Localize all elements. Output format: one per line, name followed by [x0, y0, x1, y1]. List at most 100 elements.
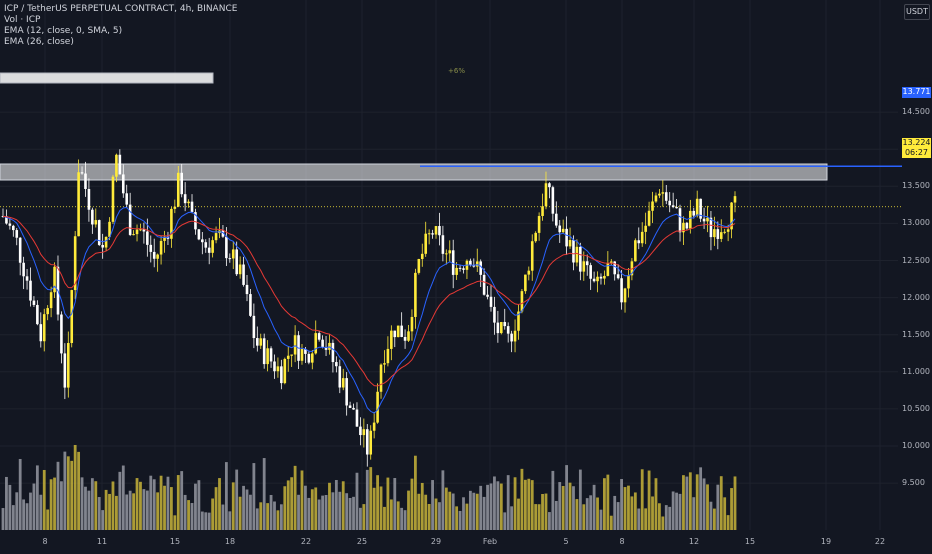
candle-body — [94, 220, 98, 225]
symbol-title[interactable]: ICP / TetherUS PERPETUAL CONTRACT, 4h, B… — [4, 4, 238, 14]
volume-bar — [651, 496, 654, 530]
price-axis-label: 10.000 — [902, 441, 930, 450]
volume-bar — [468, 490, 472, 530]
volume-bar — [18, 458, 22, 530]
volume-bar — [465, 503, 469, 530]
volume-bar — [733, 476, 737, 530]
volume-bar — [334, 479, 338, 530]
candle-body — [438, 226, 441, 236]
candle-body — [84, 173, 87, 190]
candle-body — [201, 239, 204, 243]
candle-body — [458, 267, 462, 269]
candle-body — [121, 174, 125, 194]
volume-bar — [633, 492, 637, 530]
volume-bar — [104, 489, 108, 530]
volume-bar — [97, 497, 101, 530]
candle-body — [348, 405, 352, 408]
candle-body — [582, 261, 586, 272]
candle-body — [414, 272, 417, 317]
volume-bar — [63, 451, 67, 530]
volume-bar — [420, 482, 424, 530]
candle-body — [568, 240, 572, 247]
volume-bar — [424, 494, 428, 530]
candle-body — [565, 228, 568, 247]
ema-fast-label[interactable]: EMA (12, close, 0, SMA, 5) — [4, 26, 123, 36]
candle-body — [692, 210, 696, 216]
volume-bar — [273, 501, 276, 530]
volume-bar — [434, 498, 438, 530]
candle-body — [689, 210, 692, 229]
candle-body — [104, 236, 108, 248]
volume-bar — [444, 487, 448, 530]
volume-bar — [431, 480, 434, 530]
candle-body — [730, 202, 733, 230]
candle-body — [527, 270, 531, 275]
volume-bar — [152, 479, 156, 530]
volume-bar — [486, 484, 489, 530]
volume-bar — [60, 481, 63, 530]
candle-body — [225, 236, 228, 259]
candle-body — [135, 229, 139, 235]
candle-body — [300, 348, 304, 361]
candle-body — [407, 331, 410, 341]
volume-bar — [520, 468, 524, 530]
ema-slow-label[interactable]: EMA (26, close) — [4, 37, 74, 47]
candle-body — [695, 198, 699, 216]
candle-body — [12, 225, 15, 231]
candle-body — [651, 201, 654, 211]
volume-bar — [22, 499, 26, 530]
volume-bar — [207, 512, 211, 530]
candle-body — [324, 346, 328, 350]
volume-bar — [462, 497, 465, 530]
candle-body — [417, 259, 421, 273]
volume-bar — [269, 494, 273, 530]
candle-body — [551, 187, 555, 214]
volume-bar — [427, 503, 431, 530]
volume-bar — [224, 462, 228, 530]
volume-bar — [331, 492, 335, 530]
candle-body — [644, 225, 647, 232]
volume-bar — [135, 478, 139, 530]
time-axis-label: 19 — [820, 537, 832, 546]
candle-body — [441, 235, 445, 254]
volume-bar — [376, 475, 379, 530]
volume-bar — [678, 493, 682, 530]
candle-body — [345, 378, 348, 406]
volume-bar — [11, 505, 15, 530]
candle-body — [163, 236, 166, 241]
candle-body — [152, 251, 156, 259]
time-axis-label: 5 — [563, 537, 569, 546]
volume-bar — [321, 495, 325, 530]
volume-bar — [1, 508, 5, 530]
candle-body — [606, 263, 610, 276]
volume-bar — [675, 492, 678, 530]
volume-bar — [180, 471, 184, 530]
volume-bar — [517, 498, 520, 530]
candle-body — [469, 260, 472, 266]
currency-selector[interactable]: USDT — [904, 4, 930, 20]
candle-body — [183, 194, 187, 204]
candle-body — [589, 265, 592, 279]
volume-bar — [255, 508, 259, 530]
volume-bar — [479, 485, 483, 530]
volume-bar — [245, 489, 249, 530]
candle-body — [307, 353, 311, 363]
candle-body — [118, 154, 122, 175]
volume-bar — [156, 492, 160, 530]
candle-body — [317, 333, 321, 340]
volume-indicator-label[interactable]: Vol · ICP — [4, 15, 41, 25]
candle-body — [634, 240, 637, 262]
volume-bar — [551, 470, 555, 530]
candle-body — [231, 249, 235, 259]
candle-body — [596, 276, 599, 282]
volume-bar — [451, 493, 455, 530]
candle-body — [396, 325, 400, 338]
volume-bar — [606, 474, 610, 530]
candle-body — [221, 230, 225, 237]
candle-body — [434, 226, 438, 235]
volume-bar — [307, 497, 311, 530]
candle-body — [517, 311, 520, 331]
volume-bar — [159, 475, 163, 530]
